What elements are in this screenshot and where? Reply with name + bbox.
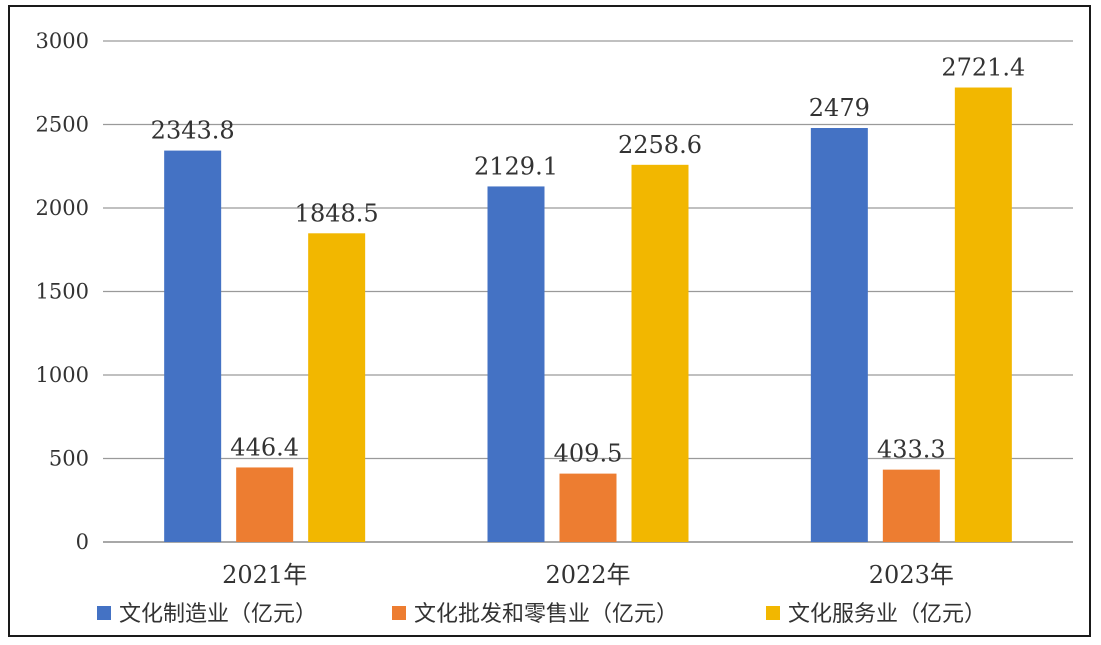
legend: 文化制造业（亿元） 文化批发和零售业（亿元） 文化服务业（亿元） [97, 602, 986, 627]
legend-swatch [766, 606, 780, 620]
data-label: 2343.8 [151, 117, 235, 145]
legend-label: 文化批发和零售业（亿元） [414, 602, 678, 627]
data-label: 433.3 [877, 436, 946, 464]
bar-2-1 [487, 186, 545, 542]
y-tick-label: 2000 [36, 196, 89, 220]
bar-3-2 [882, 469, 940, 542]
legend-label: 文化制造业（亿元） [119, 602, 317, 627]
x-tick-label: 2022年 [545, 561, 630, 589]
data-label: 2479 [809, 94, 870, 122]
y-tick-label: 2500 [36, 113, 89, 137]
y-tick-label: 3000 [36, 29, 89, 53]
y-axis-ticks: 0 500 1000 1500 2000 2500 3000 [36, 29, 89, 554]
x-tick-label: 2021年 [222, 561, 307, 589]
y-tick-label: 500 [49, 447, 89, 471]
data-labels: 2343.8 446.4 1848.5 2129.1 409.5 2258.6 2479 43… [151, 54, 1026, 468]
bar-1-2 [236, 467, 294, 542]
y-tick-label: 1500 [36, 280, 89, 304]
y-tick-label: 0 [76, 530, 89, 554]
bar-1-1 [164, 150, 222, 543]
bar-3-1 [810, 128, 868, 542]
y-tick-label: 1000 [36, 363, 89, 387]
bar-2-3 [631, 164, 689, 543]
data-label: 2258.6 [618, 131, 702, 159]
bar-2-2 [559, 473, 617, 542]
data-label: 446.4 [230, 433, 299, 461]
legend-swatch [97, 606, 111, 620]
data-label: 1848.5 [295, 199, 379, 227]
data-label: 409.5 [554, 440, 623, 468]
legend-label: 文化服务业（亿元） [788, 602, 986, 627]
x-tick-label: 2023年 [869, 561, 954, 589]
bar-3-3 [954, 87, 1012, 543]
data-label: 2129.1 [474, 152, 558, 180]
x-axis-ticks: 2021年 2022年 2023年 [222, 561, 954, 589]
bars [164, 87, 1012, 543]
bar-1-3 [308, 233, 366, 542]
legend-swatch [392, 606, 406, 620]
data-label: 2721.4 [941, 54, 1025, 82]
